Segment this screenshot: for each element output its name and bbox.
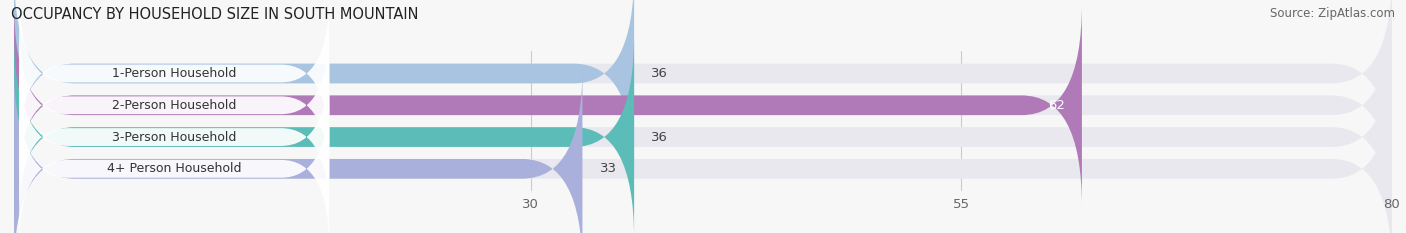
FancyBboxPatch shape bbox=[20, 89, 329, 233]
FancyBboxPatch shape bbox=[14, 0, 634, 175]
FancyBboxPatch shape bbox=[20, 57, 329, 217]
Text: OCCUPANCY BY HOUSEHOLD SIZE IN SOUTH MOUNTAIN: OCCUPANCY BY HOUSEHOLD SIZE IN SOUTH MOU… bbox=[11, 7, 419, 22]
FancyBboxPatch shape bbox=[14, 68, 582, 233]
FancyBboxPatch shape bbox=[14, 4, 1392, 207]
Text: 33: 33 bbox=[599, 162, 617, 175]
FancyBboxPatch shape bbox=[14, 0, 1392, 175]
Text: Source: ZipAtlas.com: Source: ZipAtlas.com bbox=[1270, 7, 1395, 20]
FancyBboxPatch shape bbox=[14, 36, 634, 233]
Text: 62: 62 bbox=[1047, 99, 1064, 112]
Text: 4+ Person Household: 4+ Person Household bbox=[107, 162, 242, 175]
FancyBboxPatch shape bbox=[20, 0, 329, 154]
Text: 2-Person Household: 2-Person Household bbox=[112, 99, 236, 112]
Text: 36: 36 bbox=[651, 130, 668, 144]
FancyBboxPatch shape bbox=[14, 4, 1083, 207]
FancyBboxPatch shape bbox=[14, 68, 1392, 233]
FancyBboxPatch shape bbox=[14, 36, 1392, 233]
Text: 36: 36 bbox=[651, 67, 668, 80]
FancyBboxPatch shape bbox=[20, 25, 329, 185]
Text: 3-Person Household: 3-Person Household bbox=[112, 130, 236, 144]
Text: 1-Person Household: 1-Person Household bbox=[112, 67, 236, 80]
